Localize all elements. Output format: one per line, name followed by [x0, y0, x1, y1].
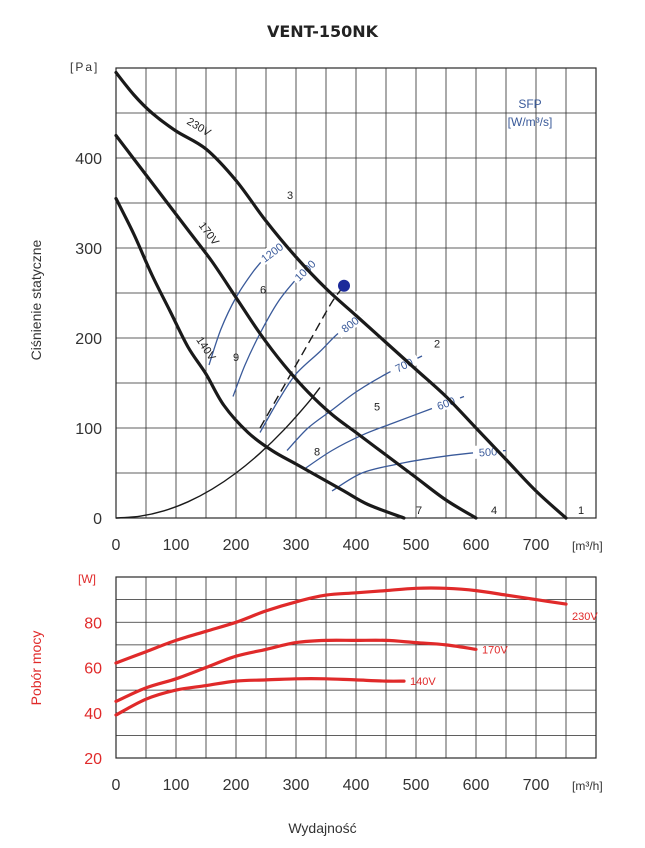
system-curve-solid	[115, 387, 321, 519]
power-curve-label: 170V	[482, 644, 508, 656]
y-tick-label: 40	[84, 706, 102, 723]
x-tick-label: 200	[223, 537, 250, 554]
sfp-label-bg	[289, 254, 320, 286]
y-tick-label: 400	[75, 151, 102, 168]
x-tick-label: 400	[343, 777, 370, 794]
x-tick-label: 700	[523, 537, 550, 554]
x-tick-label: 0	[112, 537, 121, 554]
fan-curve-230V	[114, 70, 568, 520]
y-unit-label: [Pa]	[70, 60, 99, 74]
point-number-label: 8	[314, 447, 320, 459]
point-number-label: 5	[374, 402, 380, 414]
y-tick-label: 60	[84, 661, 102, 678]
point-number-label: 6	[260, 285, 266, 297]
plot-frame	[115, 576, 597, 759]
x-tick-label: 600	[463, 537, 490, 554]
x-tick-label: 0	[112, 777, 121, 794]
y-unit-label: [W]	[78, 572, 96, 586]
power-curve-230V	[114, 586, 568, 665]
point-number-label: 3	[287, 190, 293, 202]
power-curve-170V	[114, 638, 478, 703]
x-unit-label: [m³/h]	[572, 779, 603, 793]
x-tick-label: 100	[163, 537, 190, 554]
power-curve-140V	[114, 677, 406, 717]
point-number-label: 7	[416, 505, 422, 517]
x-tick-label: 300	[283, 777, 310, 794]
sfp-label-bg	[429, 391, 463, 415]
y-tick-label: 80	[84, 615, 102, 632]
x-tick-label: 700	[523, 777, 550, 794]
point-number-label: 2	[434, 339, 440, 351]
x-tick-label: 100	[163, 777, 190, 794]
fan-curve-140V	[114, 196, 406, 520]
power-curve-label: 140V	[410, 676, 436, 688]
power-curve-label: 230V	[572, 611, 598, 623]
sfp-legend-unit: [W/m³/s]	[508, 115, 553, 129]
fan-curve-label: 230V	[184, 116, 213, 140]
x-unit-label: [m³/h]	[572, 539, 603, 553]
x-tick-label: 500	[403, 777, 430, 794]
x-axis-label: Wydajność	[288, 820, 357, 836]
point-number-label: 9	[233, 352, 239, 364]
sfp-label-bg	[387, 352, 421, 378]
y-tick-label: 100	[75, 421, 102, 438]
x-tick-label: 600	[463, 777, 490, 794]
fan-curve-170V	[114, 133, 478, 520]
y-tick-label: 20	[84, 751, 102, 768]
sfp-curve	[304, 395, 465, 470]
system-curve-dashed	[259, 285, 345, 429]
operating-point-marker	[338, 279, 350, 292]
y-tick-label: 0	[93, 511, 102, 528]
point-number-label: 4	[491, 505, 497, 517]
y-tick-label: 200	[75, 331, 102, 348]
x-tick-label: 500	[403, 537, 430, 554]
x-tick-label: 400	[343, 537, 370, 554]
point-number-label: 1	[578, 505, 584, 517]
sfp-curve-label: 500	[478, 446, 497, 459]
plot-frame	[115, 67, 597, 519]
sfp-label-bg	[255, 237, 288, 267]
sfp-legend-title: SFP	[518, 97, 541, 111]
y-tick-label: 300	[75, 241, 102, 258]
chart-title: VENT-150NK	[266, 22, 379, 41]
x-tick-label: 200	[223, 777, 250, 794]
x-tick-label: 300	[283, 537, 310, 554]
sfp-curve	[286, 355, 423, 451]
